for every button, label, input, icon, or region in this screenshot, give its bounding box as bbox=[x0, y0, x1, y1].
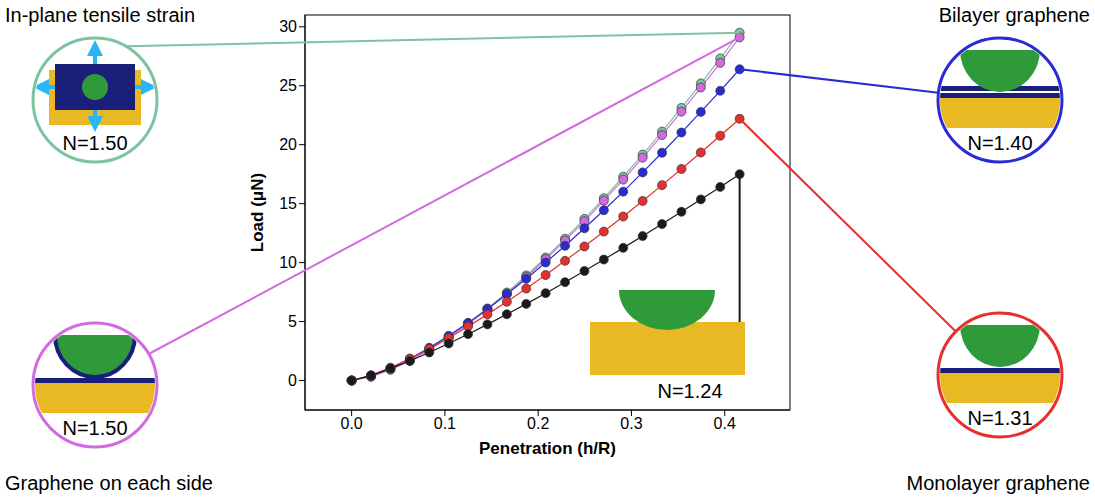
svg-text:N=1.31: N=1.31 bbox=[967, 407, 1032, 429]
svg-text:0.0: 0.0 bbox=[341, 415, 363, 432]
svg-text:15: 15 bbox=[279, 195, 297, 212]
svg-text:N=1.50: N=1.50 bbox=[62, 417, 127, 439]
svg-text:20: 20 bbox=[279, 136, 297, 153]
svg-text:0.4: 0.4 bbox=[714, 415, 736, 432]
svg-text:In-plane tensile strain: In-plane tensile strain bbox=[5, 4, 195, 26]
svg-text:5: 5 bbox=[288, 313, 297, 330]
svg-text:25: 25 bbox=[279, 77, 297, 94]
svg-text:0.1: 0.1 bbox=[434, 415, 456, 432]
svg-text:Graphene on each side: Graphene on each side bbox=[5, 472, 213, 494]
svg-text:N=1.24: N=1.24 bbox=[657, 380, 722, 402]
svg-text:N=1.40: N=1.40 bbox=[967, 132, 1032, 154]
svg-text:0.3: 0.3 bbox=[620, 415, 642, 432]
svg-text:Load (μN): Load (μN) bbox=[248, 173, 267, 252]
svg-text:0: 0 bbox=[288, 372, 297, 389]
svg-text:Bilayer graphene: Bilayer graphene bbox=[939, 4, 1090, 26]
svg-text:0.2: 0.2 bbox=[527, 415, 549, 432]
svg-text:Penetration (h/R): Penetration (h/R) bbox=[479, 439, 616, 458]
svg-text:N=1.50: N=1.50 bbox=[62, 132, 127, 154]
svg-text:30: 30 bbox=[279, 18, 297, 35]
svg-text:10: 10 bbox=[279, 254, 297, 271]
svg-text:Monolayer graphene: Monolayer graphene bbox=[907, 472, 1090, 494]
